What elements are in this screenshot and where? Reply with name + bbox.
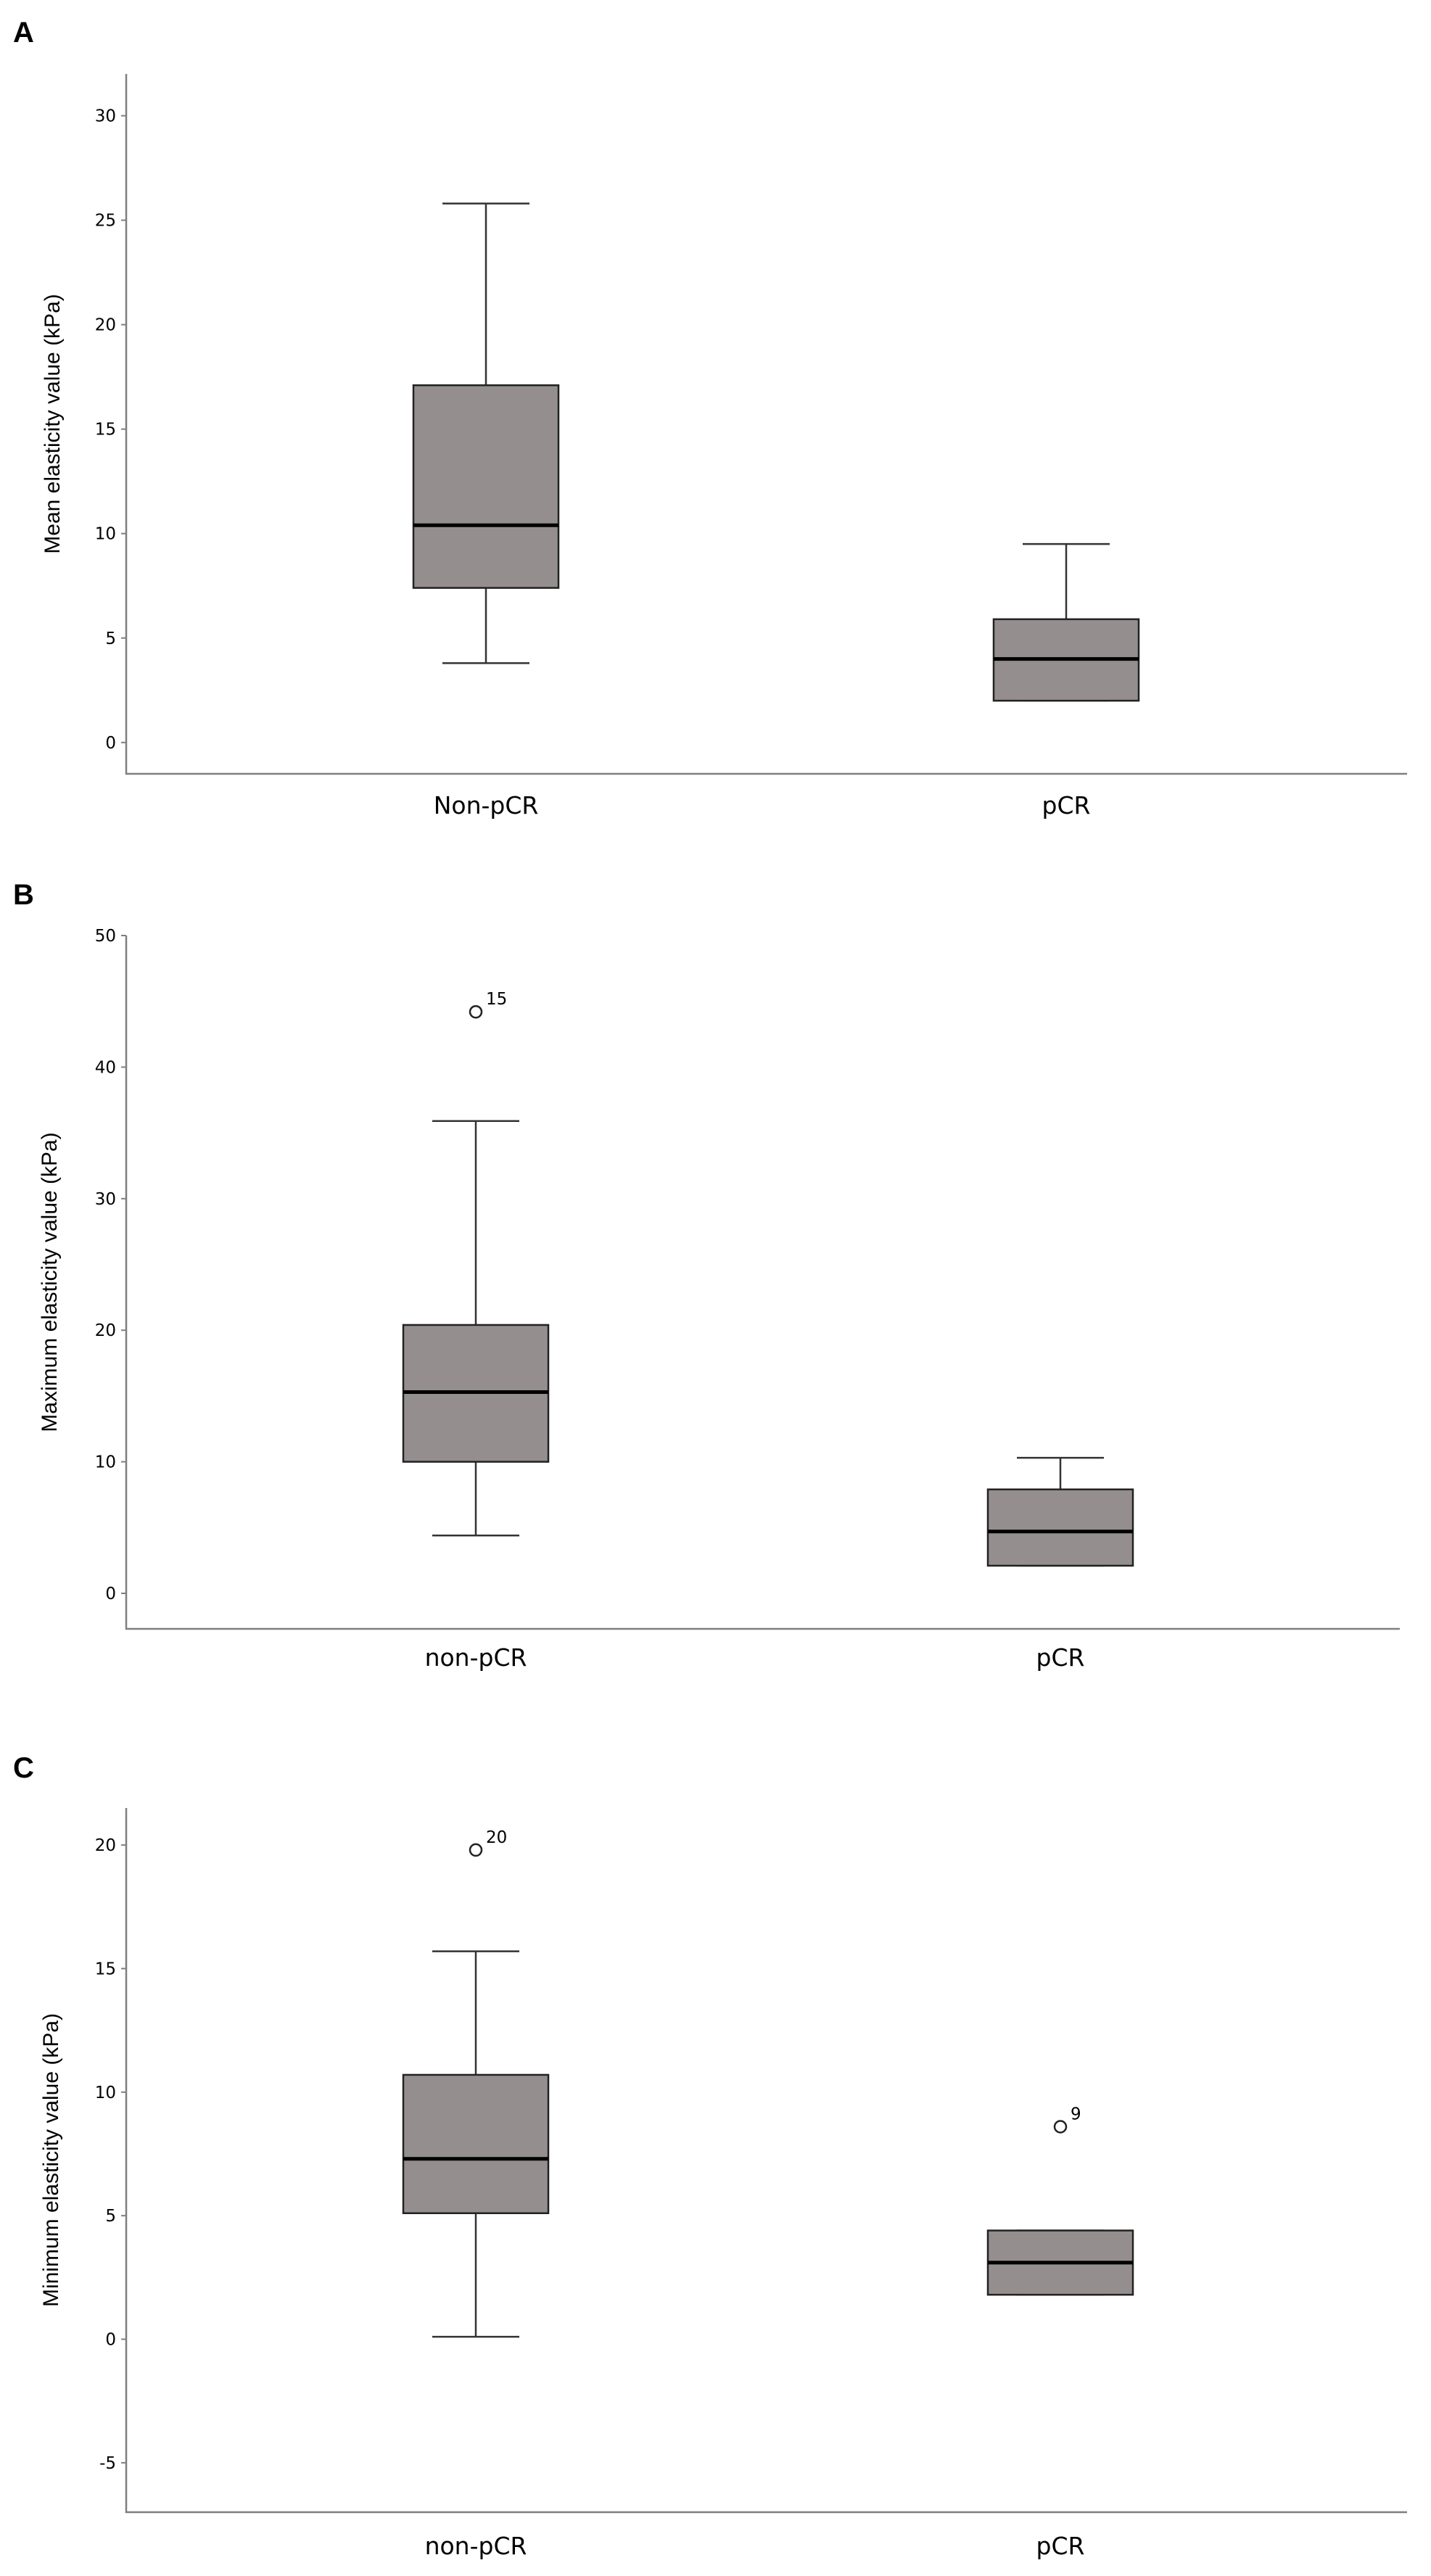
axis-lines (125, 936, 1400, 1630)
y-tick-label: 0 (105, 2331, 116, 2350)
outlier-label: 15 (486, 990, 507, 1009)
box-non-pcr (412, 202, 560, 664)
panel-letter: A (13, 17, 34, 49)
y-tick-label: 20 (95, 1321, 116, 1340)
axis-lines (125, 1808, 1407, 2514)
x-category-label: non-pCR (425, 2532, 527, 2560)
x-category-label: Non-pCR (434, 791, 539, 820)
y-tick-label: 20 (95, 1836, 116, 1855)
outlier-point (1053, 2120, 1068, 2134)
y-tick-label: 25 (95, 212, 116, 231)
box-non-pcr: 15 (402, 990, 550, 1537)
outlier-label: 20 (486, 1828, 507, 1847)
box-pcr (986, 1456, 1134, 1567)
box-iqr (986, 1488, 1134, 1567)
y-tick-label: 0 (105, 734, 116, 753)
box-iqr (402, 2073, 550, 2215)
y-tick-label: 0 (105, 1585, 116, 1603)
y-tick-label: 15 (95, 421, 116, 439)
box-iqr (412, 384, 560, 589)
panel-letter: B (13, 879, 34, 911)
x-category-label: pCR (1042, 791, 1091, 820)
y-tick-label: 10 (95, 2084, 116, 2102)
y-tick-label: 50 (95, 927, 116, 946)
y-tick-label: 30 (95, 107, 116, 126)
y-axis-label: Maximum elasticity value (kPa) (38, 1132, 62, 1432)
y-tick-label: 15 (95, 1960, 116, 1978)
y-tick-label: 10 (95, 525, 116, 544)
y-tick-label: -5 (99, 2454, 116, 2473)
box-pcr (992, 542, 1140, 702)
y-tick-label: 5 (105, 2207, 116, 2226)
outlier-label: 9 (1071, 2105, 1081, 2124)
y-tick-label: 40 (95, 1058, 116, 1077)
y-tick-label: 5 (105, 629, 116, 648)
box-non-pcr: 20 (402, 1828, 550, 2338)
outlier-point (469, 1004, 483, 1019)
y-axis-label: Minimum elasticity value (kPa) (39, 2013, 63, 2307)
box-pcr: 9 (986, 2105, 1134, 2296)
outlier-point (469, 1843, 483, 1857)
chart-panel-c: C -5 0 5 10 15 20 Minimum elasticity value (kPa… (13, 1752, 1407, 2560)
y-tick-label: 20 (95, 316, 116, 335)
chart-panel-b: B 0 10 20 30 40 50 Maximum elasticity value (kP… (13, 879, 1400, 1672)
x-category-label: pCR (1036, 2532, 1085, 2560)
y-tick-label: 30 (95, 1190, 116, 1209)
y-tick-label: 10 (95, 1453, 116, 1472)
y-axis-label: Mean elasticity value (kPa) (41, 294, 65, 553)
x-category-label: pCR (1036, 1643, 1085, 1672)
chart-panel-a: A 0 5 10 15 20 25 30 Mean elasticity value (kPa)… (13, 17, 1407, 820)
panel-letter: C (13, 1752, 34, 1784)
x-category-label: non-pCR (425, 1643, 527, 1672)
axis-lines (125, 74, 1407, 775)
